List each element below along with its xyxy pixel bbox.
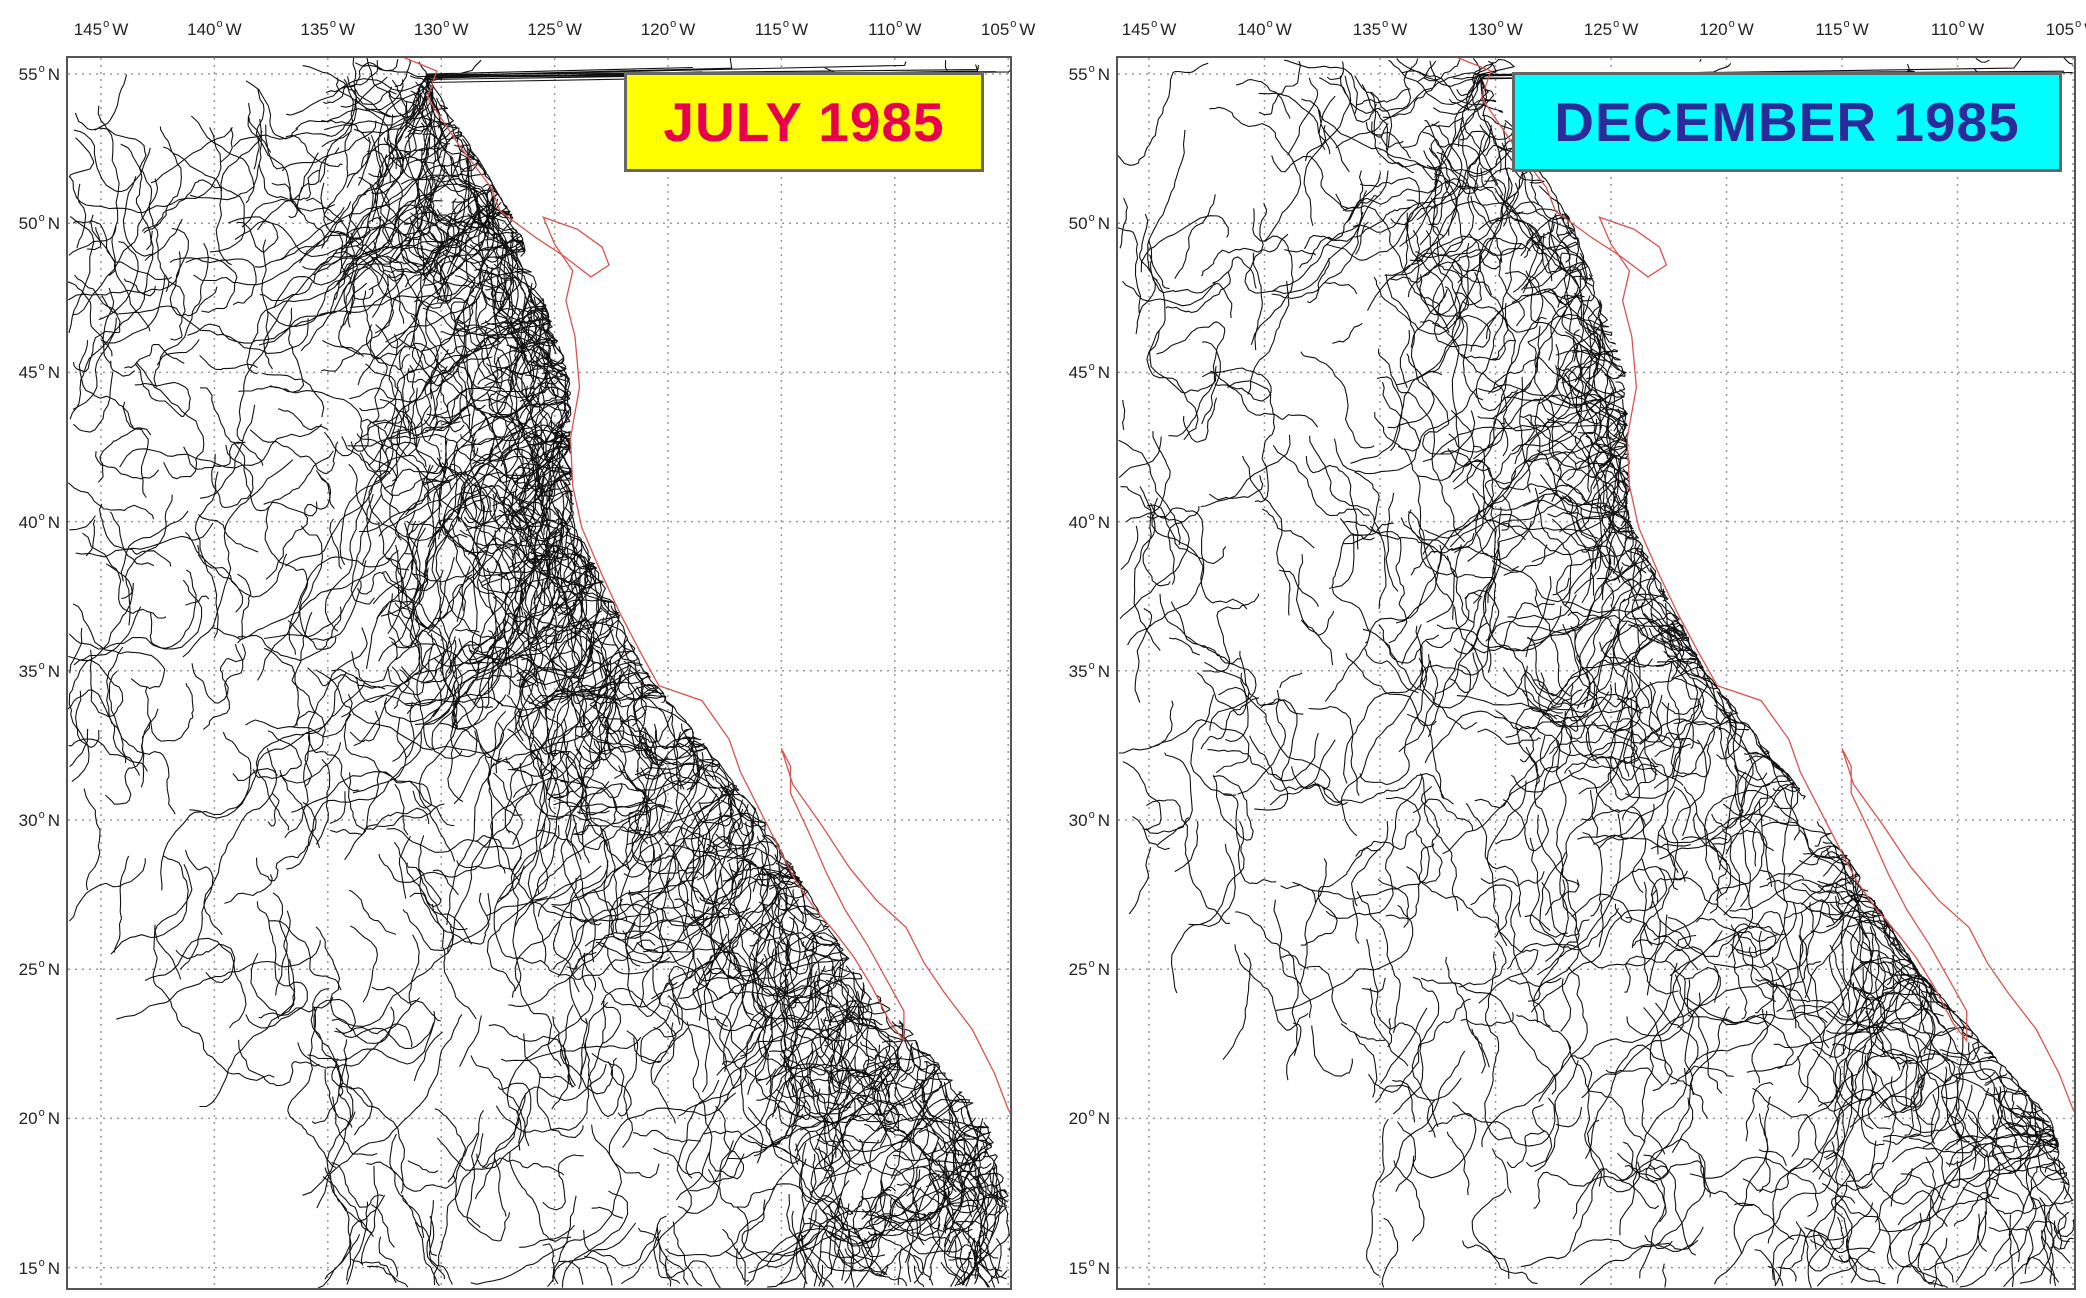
month-label-text-december: DECEMBER 1985 [1554, 91, 2020, 153]
lat-tick-label: 45o N [1068, 361, 1110, 383]
lon-tick-label: 115o W [754, 18, 809, 39]
drifter-trajectories [68, 58, 1010, 1288]
lon-tick-label: 110o W [1930, 18, 1985, 39]
lon-tick-label: 140o W [1237, 18, 1292, 39]
lat-tick-label: 40o N [1068, 510, 1110, 532]
trajectory-plot-july [68, 58, 1010, 1288]
lon-tick-label: 145o W [1121, 18, 1177, 39]
lat-tick-label: 40o N [18, 510, 60, 532]
lat-tick-label: 55o N [1068, 63, 1110, 84]
lat-tick-label: 20o N [1068, 1107, 1110, 1129]
map-frame-december: DECEMBER 1985 [1116, 56, 2076, 1290]
lat-tick-label: 25o N [1068, 958, 1110, 980]
lon-tick-label: 120o W [640, 18, 696, 39]
lat-tick-label: 50o N [1068, 212, 1110, 234]
trajectory-plot-december [1118, 58, 2074, 1288]
month-label-december: DECEMBER 1985 [1512, 72, 2062, 172]
lat-tick-label: 45o N [18, 361, 60, 383]
lat-tick-label: 15o N [1068, 1256, 1110, 1278]
lon-tick-label: 110o W [868, 18, 922, 39]
lat-tick-label: 30o N [18, 809, 60, 830]
map-panel-july: 145o W 140o W 135o W 130o W 125o W 120o W 115o W 110o W… [0, 0, 1040, 1298]
month-label-july: JULY 1985 [624, 72, 984, 172]
lon-tick-label: 125o W [1583, 18, 1639, 39]
lat-tick-label: 50o N [18, 212, 60, 234]
lon-tick-label: 115o W [1815, 18, 1869, 39]
lon-tick-label: 135o W [1352, 18, 1408, 39]
lat-tick-label: 55o N [18, 63, 60, 84]
drifter-trajectories [1118, 58, 2074, 1288]
lon-tick-label: 120o W [1699, 18, 1754, 39]
map-frame-july: JULY 1985 [66, 56, 1012, 1290]
month-label-text-july: JULY 1985 [663, 91, 945, 153]
lon-tick-label: 145o W [73, 18, 129, 39]
map-panel-december: 145o W 140o W 135o W 130o W 125o W 120o W 115o W 110o W… [1040, 0, 2086, 1298]
lat-tick-label: 20o N [18, 1107, 60, 1129]
lat-tick-label: 15o N [18, 1256, 60, 1278]
lon-tick-label: 130o W [413, 18, 469, 39]
lat-tick-label: 30o N [1068, 809, 1110, 830]
lon-tick-label: 130o W [1468, 18, 1523, 39]
lon-tick-label: 140o W [187, 18, 242, 39]
lat-tick-label: 35o N [18, 659, 60, 681]
lon-tick-label: 135o W [300, 18, 356, 39]
lon-tick-label: 125o W [527, 18, 582, 39]
lat-tick-label: 35o N [1068, 659, 1110, 681]
lat-tick-label: 25o N [18, 958, 60, 980]
